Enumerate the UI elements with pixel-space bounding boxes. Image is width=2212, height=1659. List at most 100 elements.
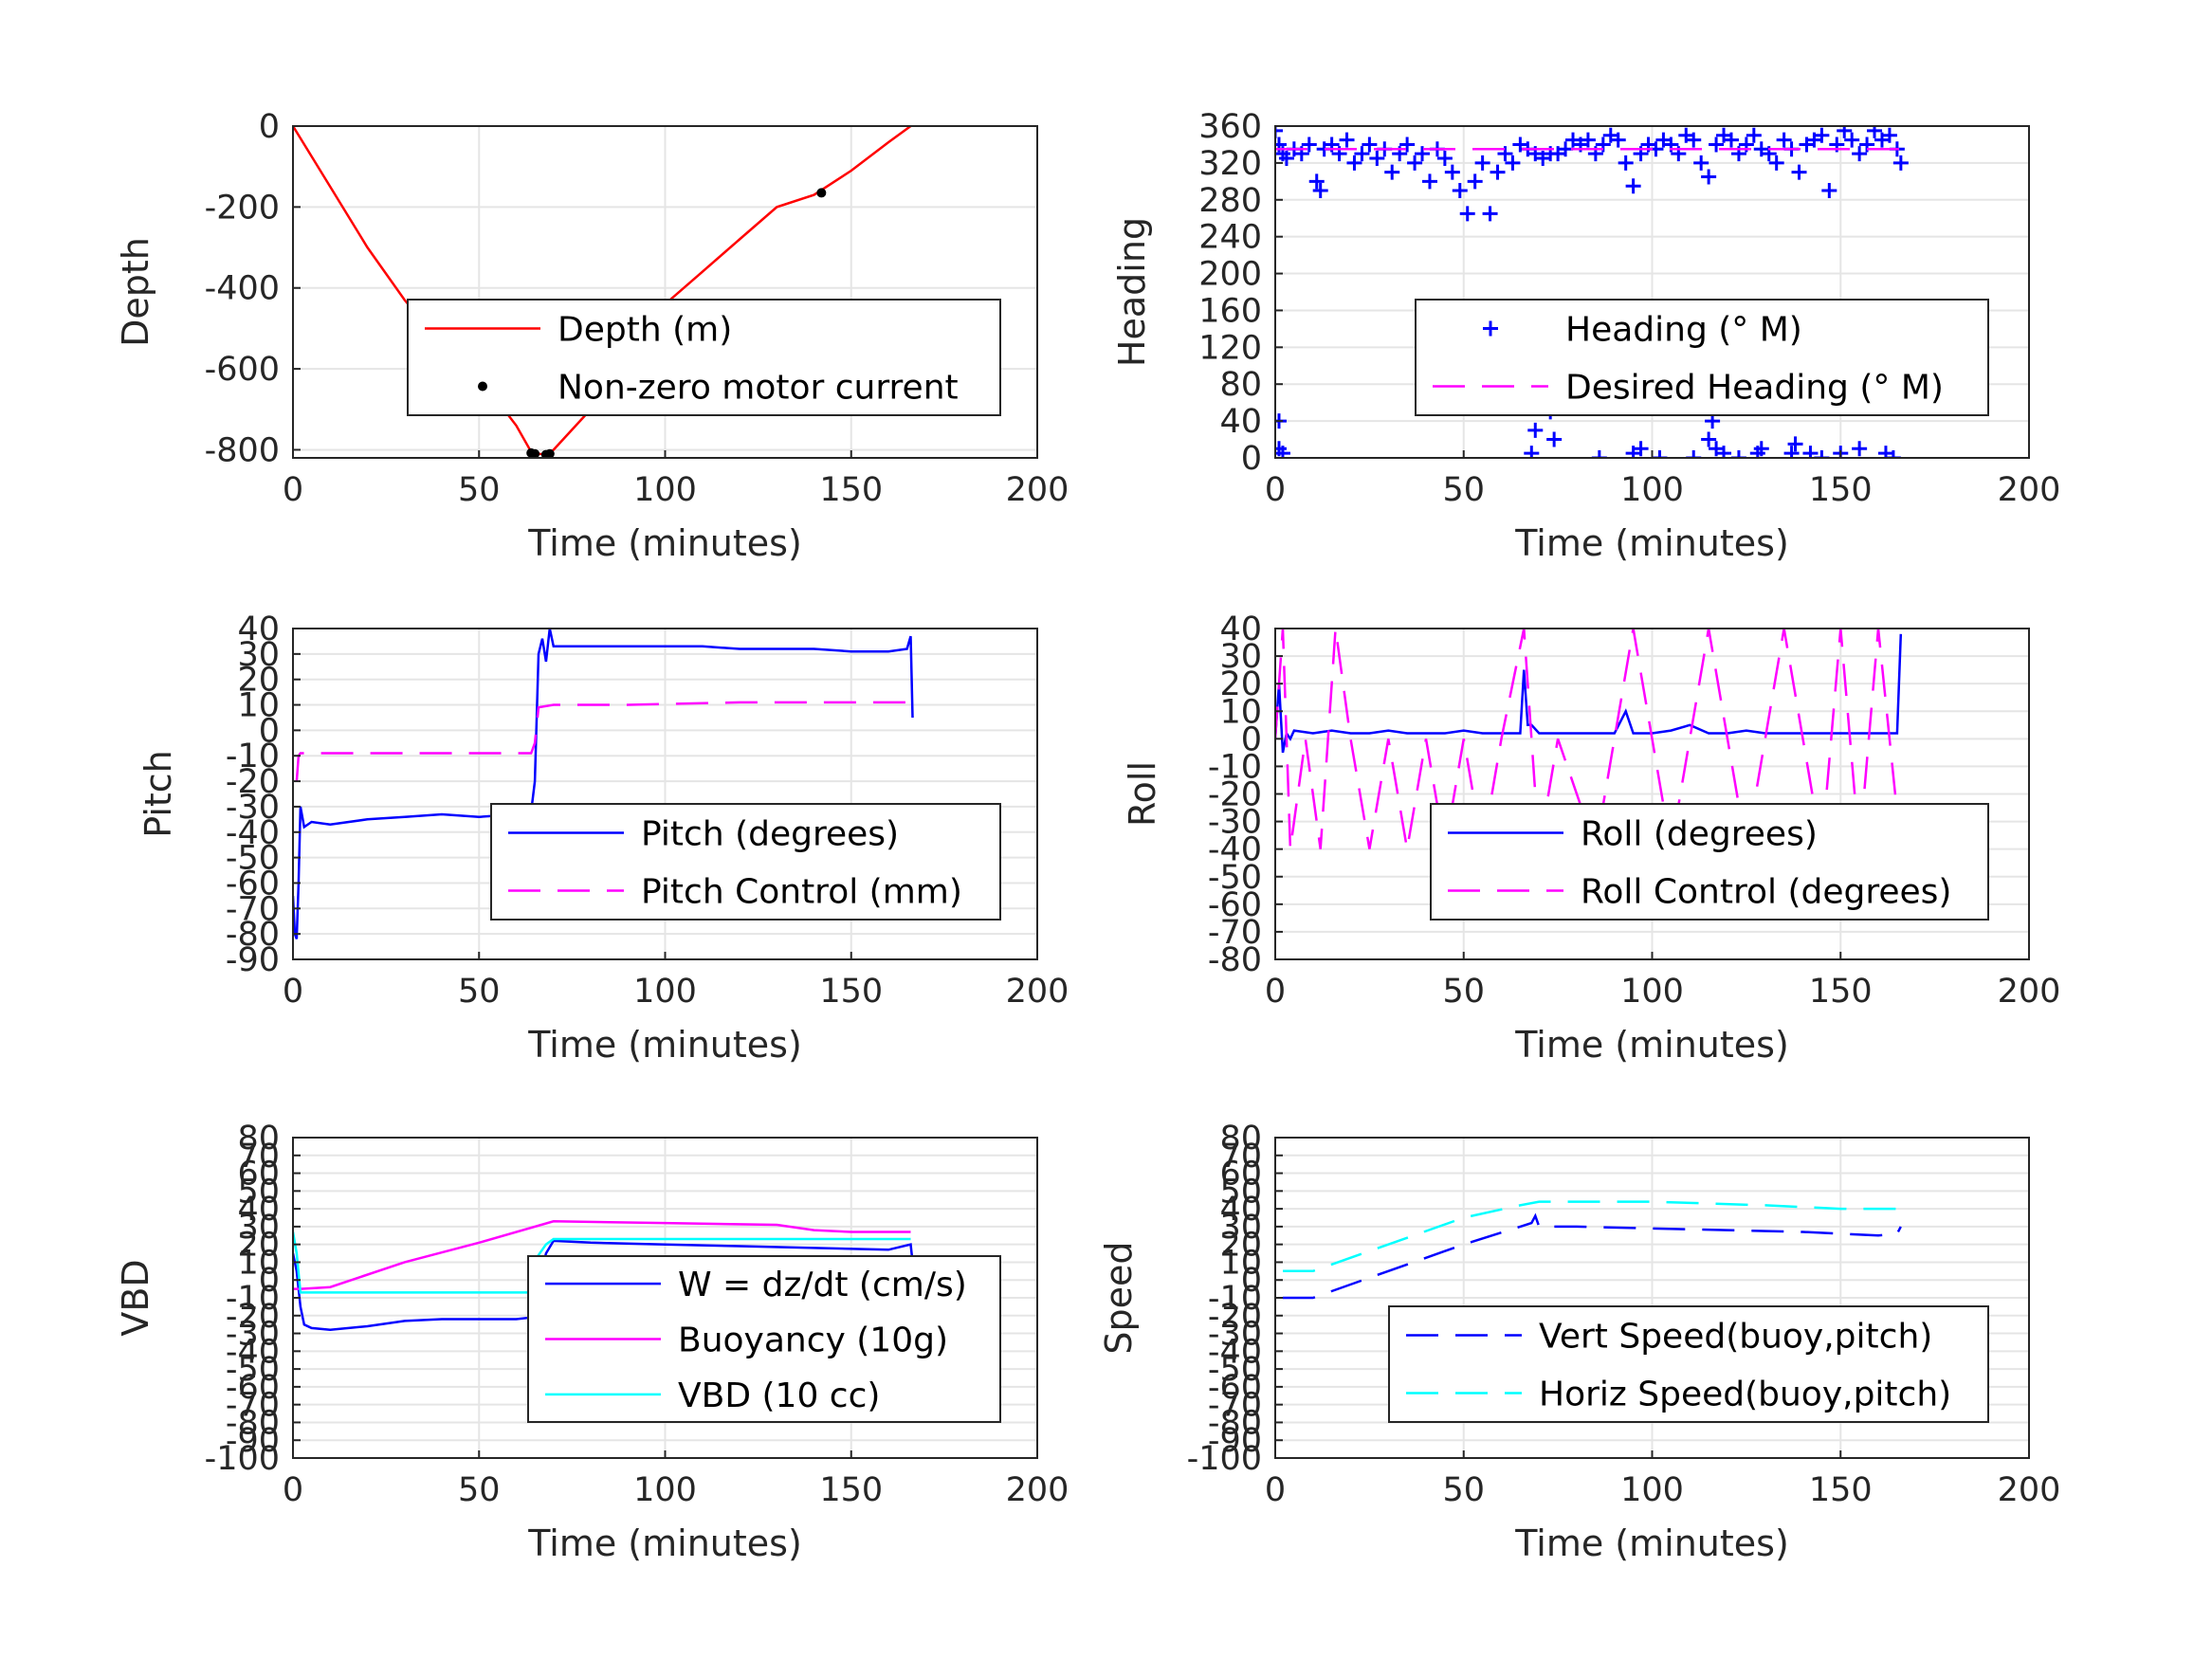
- data-point: [1610, 132, 1626, 148]
- plot-area: [1275, 629, 1903, 850]
- series-line: [1283, 1200, 1901, 1273]
- data-point: [544, 448, 555, 458]
- series-line: [293, 1220, 911, 1290]
- y-tick-label: 20: [1219, 1227, 1262, 1265]
- data-point: [1686, 132, 1702, 148]
- data-point: [1278, 151, 1294, 167]
- y-tick-label: -40: [1208, 1333, 1262, 1371]
- y-tick-label: -100: [1187, 1440, 1262, 1478]
- y-tick-label: 30: [1219, 638, 1262, 676]
- data-point: [1802, 446, 1819, 458]
- data-point: [1768, 155, 1784, 171]
- y-tick-label: 0: [1241, 440, 1262, 478]
- x-tick-label: 200: [1006, 1471, 1069, 1509]
- data-point: [1467, 173, 1483, 190]
- panel-vbd: 0 50 100 150 20080706050403020100-10-20-30-4…: [115, 1120, 1069, 1564]
- legend-marker: [1483, 320, 1498, 337]
- y-tick-label: 20: [1219, 665, 1262, 703]
- data-point: [1275, 446, 1290, 458]
- y-tick-label: 40: [237, 1191, 280, 1229]
- legend-label: Non-zero motor current: [558, 369, 959, 408]
- data-point: [1591, 450, 1607, 458]
- y-tick-label: 80: [1219, 1120, 1262, 1158]
- data-point: [1753, 441, 1769, 457]
- panel-roll: 0 50 100 150 200403020100-10-20-30-40-50-60-…: [1122, 611, 2060, 1066]
- panel-depth: 0 50 100 150 200 0 -200 -400 -600 -800 Time (minut…: [115, 108, 1069, 564]
- data-point: [1399, 137, 1416, 153]
- y-tick-label: -200: [205, 189, 280, 227]
- x-tick-label: 150: [819, 471, 883, 509]
- y-tick-label: 30: [237, 636, 280, 674]
- data-point: [1746, 127, 1762, 143]
- y-tick-label: 360: [1198, 108, 1262, 146]
- data-point: [1867, 126, 1883, 138]
- series-line: [1275, 633, 1903, 754]
- x-tick-label: 100: [633, 973, 697, 1011]
- y-tick-label: -30: [1208, 1316, 1262, 1354]
- data-point: [1312, 183, 1328, 199]
- x-tick-label: 100: [1620, 973, 1684, 1011]
- data-point: [1301, 137, 1317, 153]
- data-point: [1407, 155, 1423, 171]
- y-tick-label: -10: [1208, 748, 1262, 786]
- y-tick-label: 50: [237, 1173, 280, 1211]
- x-tick-label: 0: [1265, 973, 1286, 1011]
- legend-label: Pitch Control (mm): [641, 873, 962, 912]
- x-tick-label: 150: [1809, 471, 1873, 509]
- y-tick-label: -90: [226, 941, 280, 979]
- y-tick-label: 60: [1219, 1156, 1262, 1194]
- plot-area: [1283, 1200, 1902, 1300]
- data-point: [1701, 431, 1717, 447]
- y-tick-label: -10: [226, 1280, 280, 1318]
- data-point: [1384, 164, 1400, 180]
- y-axis-label: Heading: [1111, 217, 1153, 367]
- y-tick-label: -10: [226, 738, 280, 775]
- panel-pitch: 0 50 100 150 200403020100-10-20-30-40-50-60-…: [137, 611, 1069, 1066]
- data-point: [1701, 169, 1717, 185]
- y-tick-label: 0: [1241, 1262, 1262, 1300]
- y-tick-label: -100: [205, 1440, 280, 1478]
- y-tick-label: 80: [237, 1120, 280, 1158]
- legend: W = dz/dt (cm/s) Buoyancy (10g) VBD (10 cc…: [527, 1255, 1001, 1423]
- y-tick-label: 0: [259, 108, 280, 146]
- x-tick-label: 0: [283, 973, 303, 1011]
- y-tick-label: 40: [1219, 1191, 1262, 1229]
- y-tick-label: -20: [226, 763, 280, 801]
- data-point: [1474, 155, 1490, 171]
- legend-box: [1430, 803, 1989, 921]
- data-point: [1459, 206, 1475, 222]
- x-tick-label: 150: [819, 973, 883, 1011]
- data-point: [1369, 151, 1385, 167]
- data-point: [1821, 183, 1837, 199]
- y-tick-label: 0: [1241, 720, 1262, 758]
- y-tick-label: -600: [205, 351, 280, 389]
- y-tick-label: 30: [1219, 1209, 1262, 1247]
- legend-label: Heading (° M): [1565, 311, 1802, 350]
- y-tick-label: -70: [226, 890, 280, 928]
- y-tick-label: -80: [1208, 941, 1262, 979]
- data-point: [1362, 137, 1378, 153]
- y-tick-label: -70: [1208, 1387, 1262, 1425]
- data-point: [1558, 141, 1574, 157]
- data-point: [1346, 155, 1362, 171]
- data-point: [1618, 155, 1634, 171]
- data-point: [1730, 450, 1746, 458]
- series-line: [1275, 629, 1903, 850]
- x-tick-label: 150: [1809, 1471, 1873, 1509]
- x-tick-label: 0: [1265, 471, 1286, 509]
- data-point: [1814, 127, 1830, 143]
- y-tick-label: 200: [1198, 256, 1262, 294]
- y-axis-label: Speed: [1098, 1241, 1140, 1354]
- x-tick-label: 0: [283, 1471, 303, 1509]
- legend-box: [1388, 1305, 1989, 1423]
- y-tick-label: -90: [1208, 1422, 1262, 1460]
- y-tick-label: -800: [205, 431, 280, 469]
- y-tick-label: 70: [237, 1138, 280, 1176]
- x-tick-label: 50: [458, 973, 501, 1011]
- data-point: [1814, 450, 1830, 458]
- x-axis-label: Time (minutes): [527, 522, 802, 564]
- x-tick-label: 50: [1442, 973, 1485, 1011]
- legend: Pitch (degrees) Pitch Control (mm): [490, 803, 1001, 921]
- y-tick-label: 60: [237, 1156, 280, 1194]
- x-tick-label: 200: [1998, 973, 2061, 1011]
